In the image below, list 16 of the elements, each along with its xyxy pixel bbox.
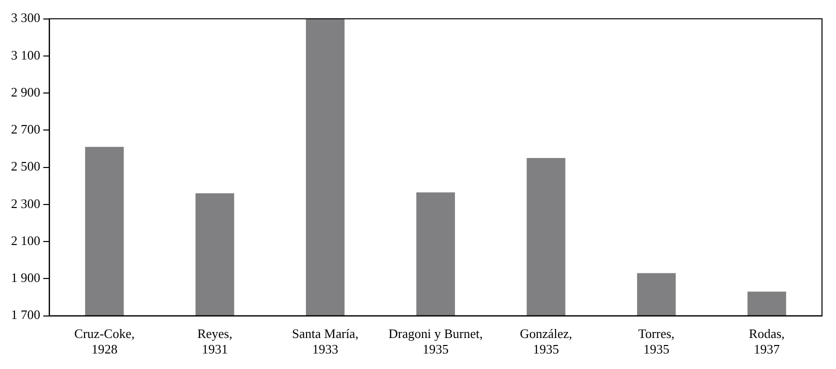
y-tick-label: 2 700 <box>11 122 40 137</box>
y-tick-label: 3 100 <box>11 47 40 62</box>
x-tick-label: Torres, 1935 <box>638 326 675 357</box>
y-tick-label: 1 900 <box>11 270 40 286</box>
x-tick-label: Cruz-Coke, 1928 <box>74 326 135 357</box>
y-tick-label: 1 700 <box>11 307 40 322</box>
x-tick-label: Dragoni y Burnet, 1935 <box>388 326 483 357</box>
x-tick-label: Santa María, 1933 <box>292 326 358 357</box>
y-tick-label: 2 100 <box>11 232 40 248</box>
x-tick-label: Reyes, 1931 <box>197 326 232 357</box>
x-tick-label: González, 1935 <box>520 326 572 357</box>
y-tick-label: 2 900 <box>11 84 40 100</box>
x-tick-label: Rodas, 1937 <box>748 326 785 357</box>
y-tick-label: 2 500 <box>11 158 40 174</box>
y-tick-label: 3 300 <box>11 10 40 26</box>
y-tick-label: 2 300 <box>11 196 40 211</box>
